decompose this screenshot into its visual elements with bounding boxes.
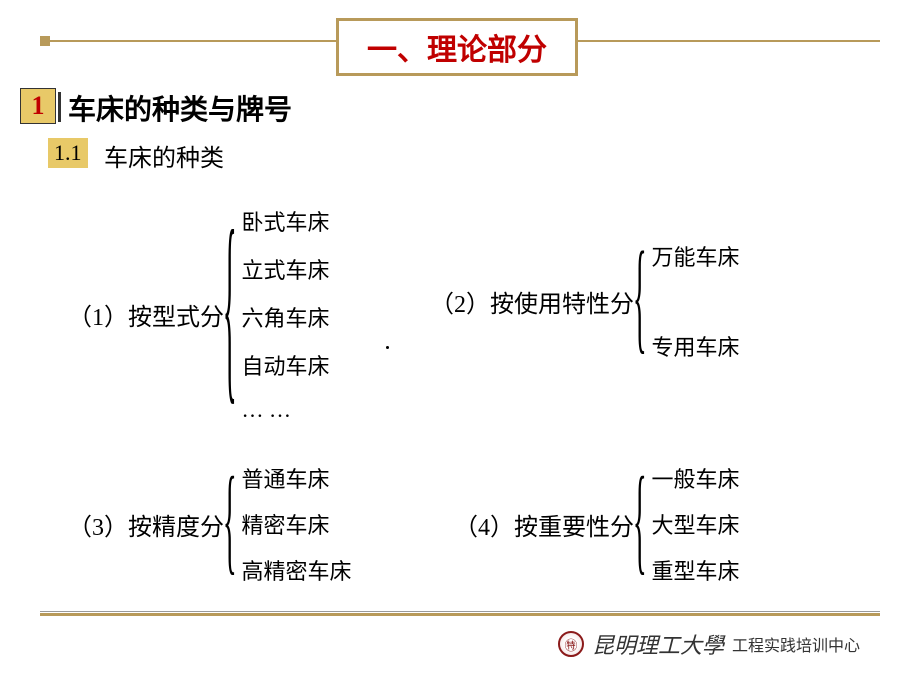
left-brace-icon: { <box>223 208 237 419</box>
category-items: 卧式车床 立式车床 六角车床 自动车床 … … <box>242 205 330 423</box>
category-label: （2）按使用特性分 <box>430 284 634 319</box>
list-item: 大型车床 <box>652 508 740 540</box>
list-item: 六角车床 <box>242 301 330 333</box>
list-item: 专用车床 <box>652 330 740 362</box>
category-group: （1）按型式分 { 卧式车床 立式车床 六角车床 自动车床 … … <box>68 205 330 423</box>
list-item: … … <box>242 397 330 423</box>
footer: ㊕ 昆明理工大學 工程实践培训中心 <box>558 628 860 660</box>
left-brace-icon: { <box>223 464 237 584</box>
category-group: （4）按重要性分 { 一般车床 大型车床 重型车床 <box>454 462 740 586</box>
subsection-title: 车床的种类 <box>104 138 224 173</box>
category-label: （1）按型式分 <box>68 297 224 332</box>
category-items: 万能车床 专用车床 <box>652 240 740 362</box>
university-name: 昆明理工大學 <box>592 628 724 660</box>
section-number: 1 <box>20 88 56 124</box>
list-item: 自动车床 <box>242 349 330 381</box>
section-title: 车床的种类与牌号 <box>68 88 292 128</box>
category-items: 普通车床 精密车床 高精密车床 <box>242 462 352 586</box>
list-item: 高精密车床 <box>242 554 352 586</box>
left-brace-icon: { <box>633 464 647 584</box>
bottom-divider-thick <box>40 613 880 616</box>
decorative-dot <box>386 346 389 349</box>
subsection-number: 1.1 <box>48 138 88 168</box>
page-title: 一、理论部分 <box>367 34 547 67</box>
category-label: （3）按精度分 <box>68 507 224 542</box>
university-logo-icon: ㊕ <box>558 631 584 657</box>
title-box: 一、理论部分 <box>336 18 578 76</box>
list-item: 万能车床 <box>652 240 740 272</box>
list-item: 普通车床 <box>242 462 352 494</box>
list-item: 重型车床 <box>652 554 740 586</box>
list-item: 卧式车床 <box>242 205 330 237</box>
bottom-divider-thin <box>40 611 880 612</box>
list-item: 立式车床 <box>242 253 330 285</box>
category-label: （4）按重要性分 <box>454 507 634 542</box>
category-items: 一般车床 大型车床 重型车床 <box>652 462 740 586</box>
department-name: 工程实践培训中心 <box>732 632 860 656</box>
category-group: （2）按使用特性分 { 万能车床 专用车床 <box>430 240 740 362</box>
list-item: 精密车床 <box>242 508 352 540</box>
left-brace-icon: { <box>633 239 647 364</box>
list-item: 一般车床 <box>652 462 740 494</box>
category-group: （3）按精度分 { 普通车床 精密车床 高精密车床 <box>68 462 352 586</box>
